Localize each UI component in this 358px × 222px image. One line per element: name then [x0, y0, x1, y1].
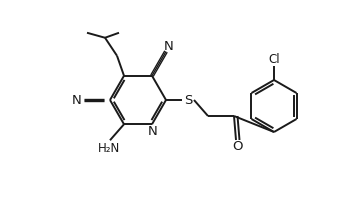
Text: N: N [148, 125, 158, 138]
Text: N: N [164, 40, 174, 53]
Text: O: O [232, 141, 243, 153]
Text: S: S [184, 93, 192, 107]
Text: H₂N: H₂N [98, 142, 120, 155]
Text: Cl: Cl [268, 52, 280, 65]
Text: N: N [72, 93, 82, 107]
